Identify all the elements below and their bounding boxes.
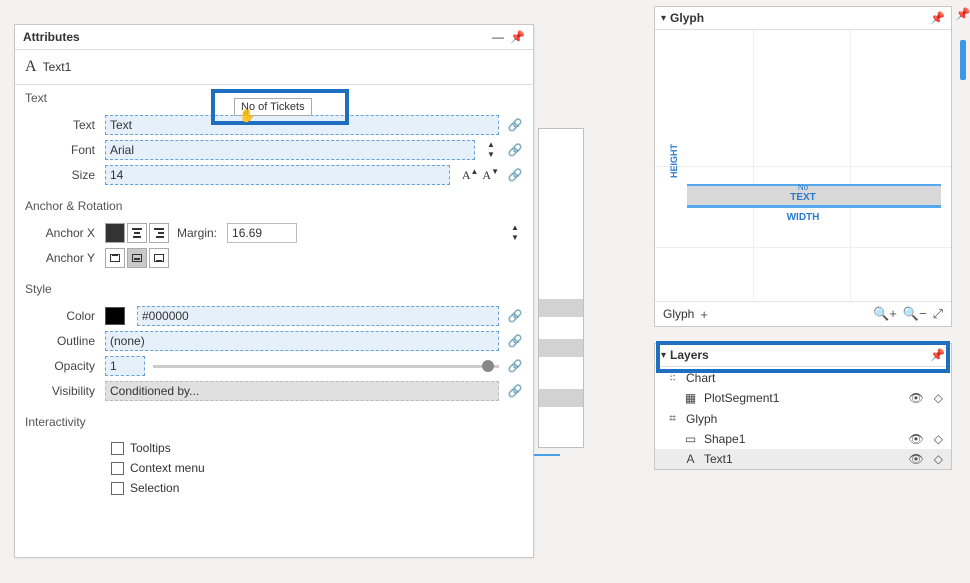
color-label: Color <box>25 309 97 323</box>
visibility-toggle-icon[interactable]: 👁 <box>909 432 924 446</box>
outline-label: Outline <box>25 334 97 348</box>
color-input[interactable]: #000000 <box>137 306 499 326</box>
layer-row-shape1[interactable]: ▭ Shape1 👁 ◇ <box>655 429 951 449</box>
tiny-label: No <box>655 183 951 192</box>
font-label: Font <box>25 143 97 157</box>
visibility-input[interactable]: Conditioned by... <box>105 381 499 401</box>
opacity-input[interactable]: 1 <box>105 356 145 376</box>
layer-label: Chart <box>686 371 715 385</box>
anchorx-label: Anchor X <box>25 226 97 240</box>
erase-icon[interactable]: ◇ <box>934 452 943 466</box>
valign-bottom-button[interactable] <box>149 248 169 268</box>
chevron-down-icon[interactable]: ▾ <box>661 350 666 361</box>
align-left-button[interactable] <box>105 223 125 243</box>
glyph-icon: ⌗ <box>665 411 680 426</box>
anchory-label: Anchor Y <box>25 251 97 265</box>
height-label: HEIGHT <box>669 144 679 178</box>
size-label: Size <box>25 168 97 182</box>
anchory-align-group <box>105 248 169 268</box>
glyph-title: Glyph <box>670 11 704 25</box>
valign-middle-button[interactable] <box>127 248 147 268</box>
layers-title: Layers <box>670 348 709 362</box>
pin-icon[interactable]: 📌 <box>510 30 525 44</box>
right-docked-strip: 📌 <box>956 4 970 80</box>
bind-icon[interactable]: 🔗 <box>507 168 523 182</box>
align-center-button[interactable] <box>127 223 147 243</box>
attributes-title: Attributes <box>23 30 80 44</box>
opacity-slider[interactable] <box>153 356 499 376</box>
erase-icon[interactable]: ◇ <box>934 391 943 405</box>
selection-checkbox[interactable]: Selection <box>111 481 523 495</box>
font-stepper[interactable]: ▲▼ <box>483 140 499 160</box>
color-swatch[interactable] <box>105 307 125 325</box>
layer-label: Text1 <box>704 452 733 466</box>
bind-icon[interactable]: 🔗 <box>507 143 523 157</box>
font-input[interactable]: Arial <box>105 140 475 160</box>
layer-label: Shape1 <box>704 432 745 446</box>
docked-tab-indicator[interactable] <box>960 40 966 80</box>
zoom-out-icon[interactable]: 🔍− <box>903 306 927 322</box>
drag-cursor-icon: ✋ <box>239 108 255 124</box>
visibility-toggle-icon[interactable]: 👁 <box>909 391 924 405</box>
align-right-button[interactable] <box>149 223 169 243</box>
anchorx-align-group <box>105 223 169 243</box>
grid-icon: ▦ <box>683 391 698 405</box>
bind-icon[interactable]: 🔗 <box>507 334 523 348</box>
element-name: Text1 <box>43 60 72 74</box>
margin-label: Margin: <box>177 226 219 240</box>
canvas-preview-slice <box>538 128 584 448</box>
bind-icon[interactable]: 🔗 <box>507 384 523 398</box>
layer-row-chart[interactable]: ⫶⋮ Chart <box>655 367 951 388</box>
layer-row-glyph[interactable]: ⌗ Glyph <box>655 408 951 429</box>
bind-icon[interactable]: 🔗 <box>507 359 523 373</box>
pin-icon[interactable]: 📌 <box>956 4 970 24</box>
layer-label: Glyph <box>686 412 717 426</box>
opacity-label: Opacity <box>25 359 97 373</box>
section-interactivity: Interactivity <box>15 409 533 433</box>
valign-top-button[interactable] <box>105 248 125 268</box>
layer-label: PlotSegment1 <box>704 391 779 405</box>
text-label: Text <box>25 118 97 132</box>
section-style: Style <box>15 276 533 300</box>
width-label: WIDTH <box>655 212 951 223</box>
visibility-toggle-icon[interactable]: 👁 <box>909 452 924 466</box>
add-glyph-icon[interactable]: + <box>700 307 708 322</box>
margin-stepper[interactable]: ▲▼ <box>507 223 523 243</box>
erase-icon[interactable]: ◇ <box>934 432 943 446</box>
minimize-icon[interactable]: — <box>492 30 504 44</box>
size-input[interactable]: 14 <box>105 165 450 185</box>
increase-font-icon[interactable]: A▲ <box>462 167 479 183</box>
outline-input[interactable]: (none) <box>105 331 499 351</box>
tooltips-checkbox[interactable]: Tooltips <box>111 441 523 455</box>
margin-input[interactable]: 16.69 <box>227 223 297 243</box>
bind-icon[interactable]: 🔗 <box>507 118 523 132</box>
chevron-down-icon[interactable]: ▾ <box>661 13 666 24</box>
visibility-label: Visibility <box>25 384 97 398</box>
decrease-font-icon[interactable]: A▼ <box>482 167 499 183</box>
zoom-in-icon[interactable]: 🔍+ <box>873 306 897 322</box>
section-anchor: Anchor & Rotation <box>15 193 533 217</box>
text-element-type-icon: A <box>25 58 37 76</box>
pin-icon[interactable]: 📌 <box>930 348 945 362</box>
fit-icon[interactable]: ⤢ <box>933 306 943 322</box>
layer-row-text1[interactable]: A Text1 👁 ◇ <box>655 449 951 469</box>
layer-row-plotsegment1[interactable]: ▦ PlotSegment1 👁 ◇ <box>655 388 951 408</box>
contextmenu-checkbox[interactable]: Context menu <box>111 461 523 475</box>
pin-icon[interactable]: 📌 <box>930 11 945 25</box>
glyph-editor[interactable]: HEIGHT No TEXT WIDTH <box>655 30 951 302</box>
layers-panel: ▾ Layers 📌 ⫶⋮ Chart ▦ PlotSegment1 👁 ◇ ⌗ Glyph ▭… <box>654 343 952 470</box>
rect-icon: ▭ <box>683 432 698 446</box>
bind-icon[interactable]: 🔗 <box>507 309 523 323</box>
text-icon: A <box>683 452 698 466</box>
chart-icon: ⫶⋮ <box>665 370 680 385</box>
text-preview-label: TEXT <box>655 192 951 203</box>
glyph-panel: ▾ Glyph 📌 HEIGHT No TEXT WIDTH Glyph + 🔍… <box>654 6 952 327</box>
glyph-footer-label: Glyph <box>663 307 694 321</box>
